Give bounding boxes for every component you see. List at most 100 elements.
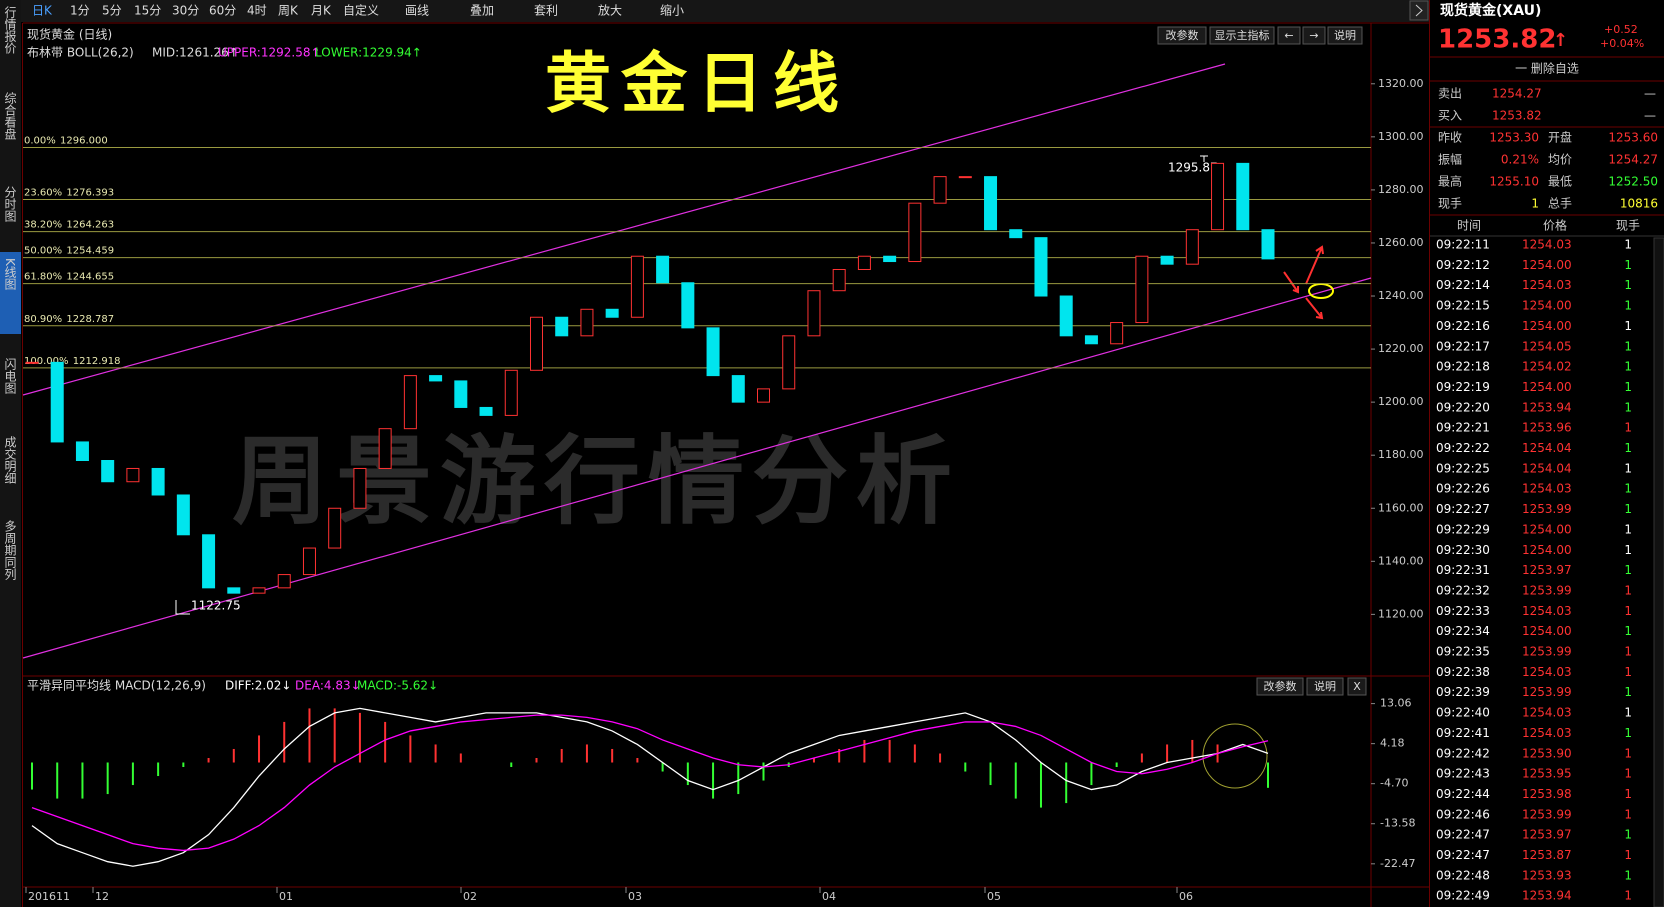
tick-time: 09:22:32 — [1436, 583, 1490, 597]
toolbar-button[interactable]: 5分 — [102, 4, 122, 18]
button[interactable] — [1209, 26, 1275, 45]
tick-time: 09:22:29 — [1436, 522, 1490, 536]
tick-price: 1253.99 — [1522, 685, 1572, 699]
chart-title: 现货黄金 (日线) — [27, 27, 112, 42]
tick-time: 09:22:47 — [1436, 848, 1490, 862]
toolbar-button[interactable]: 4时 — [247, 4, 267, 18]
side-tab[interactable]: 多周期同列 — [3, 520, 17, 580]
side-tab[interactable]: 行情报价 — [3, 6, 17, 54]
candle — [832, 268, 846, 292]
tick-qty: 1 — [1624, 543, 1632, 557]
toolbar-arrow[interactable] — [1409, 0, 1429, 21]
tick-price: 1253.96 — [1522, 421, 1572, 435]
button[interactable] — [1277, 26, 1301, 45]
toolbar-button[interactable]: 自定义 — [343, 3, 379, 18]
fib-pct: 100.00% — [24, 356, 69, 367]
candle — [933, 176, 947, 204]
button[interactable] — [1347, 677, 1367, 696]
fib-label: 1228.787 — [66, 314, 114, 325]
fib-label: 1254.459 — [66, 246, 114, 257]
stat-label: 最高 — [1438, 174, 1462, 189]
tick-price: 1253.99 — [1522, 502, 1572, 516]
watermark: 周景游行情分析 — [232, 425, 960, 537]
side-tab[interactable]: 分时图 — [3, 186, 17, 222]
quote-price: 1253.82 — [1438, 25, 1556, 55]
remove-button[interactable]: 一 删除自选 — [1515, 61, 1579, 76]
tick-qty: 1 — [1624, 360, 1632, 374]
button[interactable] — [1306, 677, 1344, 696]
tick-time: 09:22:12 — [1436, 258, 1490, 272]
toolbar-button[interactable]: 画线 — [405, 4, 429, 18]
candle — [202, 534, 216, 589]
toolbar-button[interactable]: 15分 — [134, 4, 161, 18]
button[interactable] — [1302, 26, 1326, 45]
tick-price: 1254.00 — [1522, 624, 1572, 638]
button-label[interactable]: 说明 — [1314, 679, 1336, 693]
bidask-qty: — — [1644, 87, 1656, 101]
stat-value: 0.21% — [1501, 153, 1539, 167]
tick-qty: 1 — [1624, 685, 1632, 699]
channel-upper — [22, 63, 1226, 396]
tick-time: 09:22:31 — [1436, 563, 1490, 577]
button-label[interactable]: ← — [1284, 29, 1293, 42]
button[interactable] — [1256, 677, 1304, 696]
button[interactable] — [1157, 26, 1207, 45]
button-label[interactable]: 说明 — [1334, 28, 1356, 42]
tick-time: 09:22:17 — [1436, 339, 1490, 353]
toolbar-button[interactable]: 1分 — [70, 4, 90, 18]
stat-label: 振幅 — [1438, 152, 1462, 167]
candle — [857, 255, 871, 270]
candle — [403, 375, 417, 430]
side-tab[interactable]: 成交明细 — [3, 436, 17, 484]
indicator-name: 布林带 BOLL(26,2) — [27, 46, 134, 60]
toolbar-button[interactable]: 叠加 — [470, 4, 494, 18]
scrollbar[interactable] — [1653, 237, 1664, 907]
button-label[interactable]: → — [1309, 29, 1318, 42]
stat-label: 总手 — [1548, 197, 1572, 211]
y-tick-label: 1260.00 — [1378, 236, 1424, 249]
toolbar-button[interactable]: 日K — [32, 4, 53, 18]
tick-price: 1253.97 — [1522, 828, 1572, 842]
y-tick-label: -13.58 — [1380, 817, 1415, 830]
tick-price: 1254.04 — [1522, 461, 1572, 475]
x-tick-label: 05 — [987, 890, 1001, 903]
button-label[interactable]: 改参数 — [1264, 679, 1297, 693]
toolbar-button[interactable]: 30分 — [172, 4, 199, 18]
stat-value: 1253.60 — [1608, 131, 1658, 145]
fib-label: 1264.263 — [66, 220, 114, 231]
stat-value: 1254.27 — [1608, 153, 1658, 167]
tick-price: 1254.00 — [1522, 380, 1572, 394]
tick-qty: 1 — [1624, 706, 1632, 720]
button[interactable] — [1327, 26, 1363, 45]
candle — [302, 547, 316, 576]
button-label[interactable]: X — [1353, 680, 1361, 693]
tick-price: 1254.00 — [1522, 299, 1572, 313]
fib-label: 1212.918 — [73, 356, 121, 367]
tick-price: 1253.95 — [1522, 767, 1572, 781]
candle — [378, 428, 392, 469]
toolbar-button[interactable]: 放大 — [598, 3, 622, 18]
side-tab[interactable]: K线图 — [3, 258, 17, 290]
tick-price: 1254.03 — [1522, 238, 1572, 252]
y-tick-label: 1200.00 — [1378, 395, 1424, 408]
stat-label: 开盘 — [1548, 130, 1572, 145]
toolbar-button[interactable]: 月K — [311, 4, 332, 18]
tick-price: 1254.03 — [1522, 604, 1572, 618]
macd-title: 平滑异同平均线 MACD(12,26,9) — [27, 679, 206, 693]
toolbar-button[interactable]: 60分 — [209, 4, 236, 18]
candle — [126, 467, 140, 483]
candle — [1034, 237, 1048, 297]
side-tab[interactable]: 综合看盘 — [3, 92, 17, 140]
toolbar-button[interactable]: 套利 — [534, 4, 558, 18]
button-label[interactable]: 显示主指标 — [1215, 28, 1270, 42]
toolbar-button[interactable]: 周K — [278, 4, 299, 18]
x-tick-label: 01 — [279, 890, 293, 903]
side-tab[interactable]: 闪电图 — [3, 358, 17, 394]
y-tick-label: -22.47 — [1380, 857, 1415, 870]
candle — [25, 361, 39, 364]
tick-time: 09:22:18 — [1436, 360, 1490, 374]
fib-pct: 50.00% — [24, 246, 62, 257]
y-tick-label: -4.70 — [1380, 777, 1408, 790]
button-label[interactable]: 改参数 — [1166, 28, 1199, 42]
toolbar-button[interactable]: 缩小 — [660, 3, 684, 18]
